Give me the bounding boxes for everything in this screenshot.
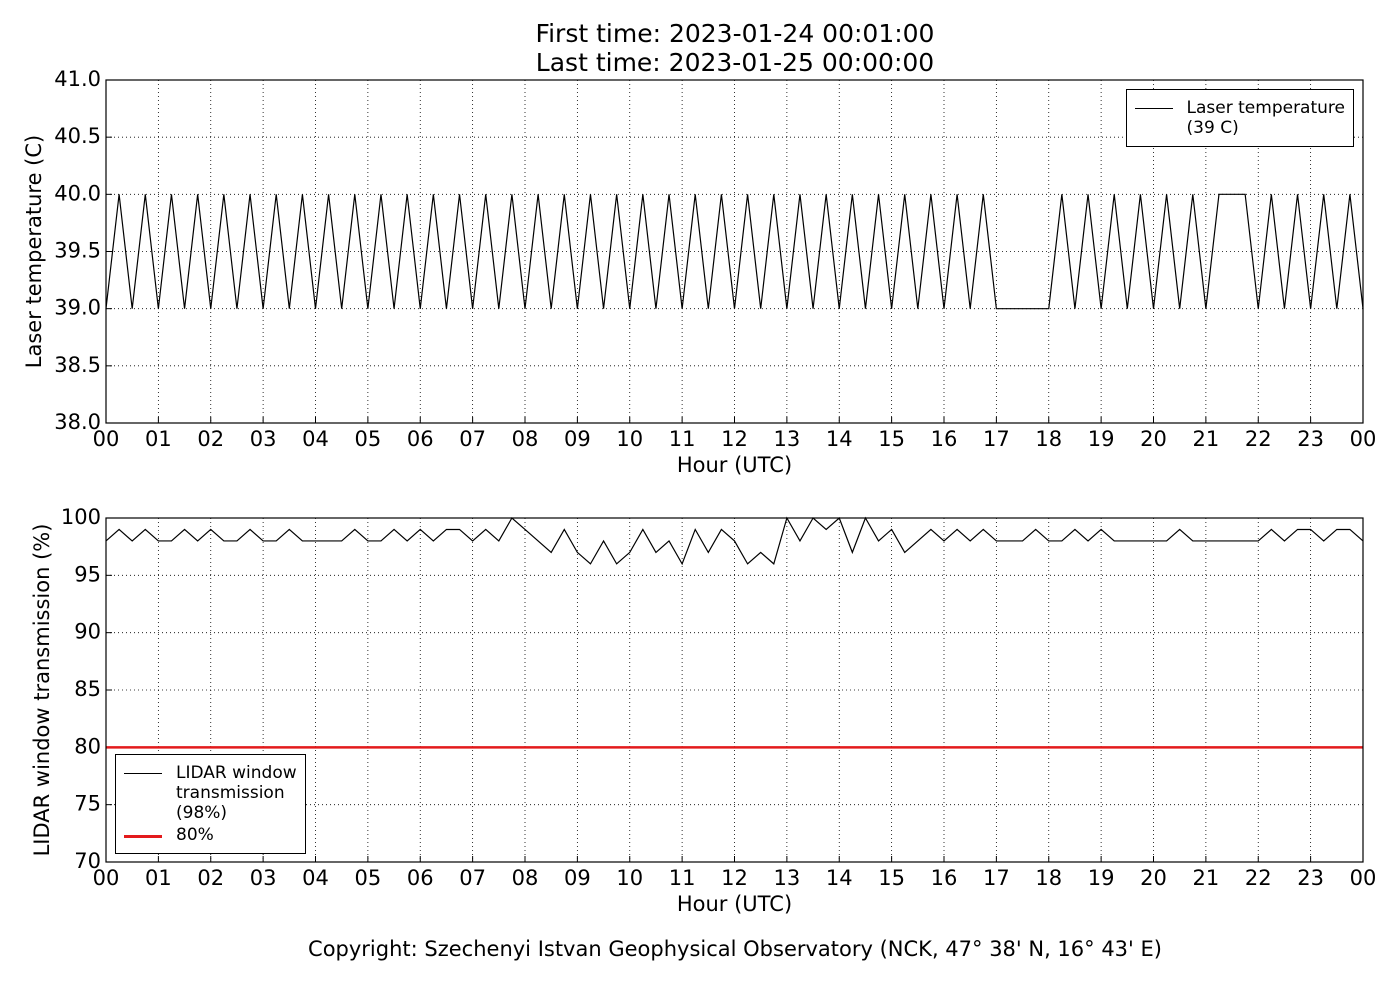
legend: Laser temperature (39 C): [1125, 89, 1354, 147]
x-tick-label: 18: [1035, 866, 1062, 890]
legend-swatch: [1134, 108, 1173, 109]
x-tick-label: 06: [407, 427, 434, 451]
x-tick-label: 14: [826, 866, 853, 890]
legend-label: Laser temperature (39 C): [1186, 98, 1345, 138]
legend-label: LIDAR window transmission (98%): [176, 763, 297, 823]
x-tick-label: 17: [983, 427, 1010, 451]
x-axis-label: Hour (UTC): [677, 453, 792, 477]
x-tick-label: 00: [1350, 866, 1377, 890]
x-tick-label: 07: [459, 866, 486, 890]
x-tick-label: 21: [1193, 427, 1220, 451]
y-tick-label: 40.0: [54, 181, 101, 205]
x-tick-label: 02: [197, 427, 224, 451]
x-tick-label: 18: [1035, 427, 1062, 451]
legend: LIDAR window transmission (98%) 80%: [115, 754, 306, 854]
y-tick-label: 40.5: [54, 124, 101, 148]
legend-label: 80%: [176, 825, 214, 845]
x-tick-label: 02: [197, 866, 224, 890]
x-tick-label: 00: [93, 427, 120, 451]
x-tick-label: 12: [721, 866, 748, 890]
x-tick-label: 00: [93, 866, 120, 890]
data-line: [105, 516, 1364, 566]
x-tick-label: 20: [1140, 866, 1167, 890]
x-tick-label: 11: [669, 866, 696, 890]
y-tick-label: 100: [61, 505, 101, 529]
x-tick-label: 05: [355, 427, 382, 451]
x-tick-label: 01: [145, 427, 172, 451]
x-tick-label: 15: [878, 427, 905, 451]
y-tick-label: 39.5: [54, 239, 101, 263]
x-tick-label: 07: [459, 427, 486, 451]
y-tick-label: 70: [74, 849, 101, 873]
x-tick-label: 20: [1140, 427, 1167, 451]
title-line: First time: 2023-01-24 00:01:00: [536, 19, 935, 48]
x-tick-label: 13: [774, 427, 801, 451]
x-tick-label: 14: [826, 427, 853, 451]
x-tick-label: 23: [1297, 427, 1324, 451]
x-tick-label: 16: [931, 427, 958, 451]
data-line: [105, 193, 1364, 310]
x-tick-label: 10: [616, 866, 643, 890]
x-tick-label: 12: [721, 427, 748, 451]
y-tick-label: 75: [74, 792, 101, 816]
y-tick-label: 90: [74, 620, 101, 644]
title-line: Last time: 2023-01-25 00:00:00: [536, 48, 934, 77]
legend-entry: Laser temperature (39 C): [1134, 98, 1345, 138]
x-tick-label: 23: [1297, 866, 1324, 890]
x-tick-label: 10: [616, 427, 643, 451]
plot-frame: [105, 79, 1364, 424]
x-tick-label: 08: [512, 427, 539, 451]
x-tick-label: 04: [302, 866, 329, 890]
y-tick-label: 85: [74, 677, 101, 701]
y-tick-label: 41.0: [54, 67, 101, 91]
x-tick-label: 15: [878, 866, 905, 890]
y-tick-label: 38.0: [54, 410, 101, 434]
footer: Copyright: Szechenyi Istvan Geophysical …: [308, 937, 1162, 961]
x-tick-label: 01: [145, 866, 172, 890]
x-tick-label: 22: [1245, 427, 1272, 451]
legend-entry: LIDAR window transmission (98%): [124, 763, 297, 823]
x-tick-label: 04: [302, 427, 329, 451]
x-tick-label: 16: [931, 866, 958, 890]
x-tick-label: 19: [1088, 427, 1115, 451]
x-tick-label: 21: [1193, 866, 1220, 890]
y-tick-label: 95: [74, 562, 101, 586]
x-tick-label: 22: [1245, 866, 1272, 890]
x-tick-label: 03: [250, 427, 277, 451]
y-tick-label: 38.5: [54, 353, 101, 377]
y-axis-label: Laser temperature (C): [22, 135, 46, 368]
x-tick-label: 00: [1350, 427, 1377, 451]
x-tick-label: 13: [774, 866, 801, 890]
x-tick-label: 09: [564, 866, 591, 890]
x-tick-label: 06: [407, 866, 434, 890]
y-axis-label: LIDAR window transmission (%): [30, 524, 54, 857]
x-tick-label: 03: [250, 866, 277, 890]
y-tick-label: 80: [74, 734, 101, 758]
x-tick-label: 09: [564, 427, 591, 451]
x-axis-label: Hour (UTC): [677, 892, 792, 916]
x-tick-label: 08: [512, 866, 539, 890]
x-tick-label: 11: [669, 427, 696, 451]
x-tick-label: 17: [983, 866, 1010, 890]
x-tick-label: 19: [1088, 866, 1115, 890]
legend-swatch: [124, 773, 162, 774]
x-tick-label: 05: [355, 866, 382, 890]
legend-swatch: [124, 835, 162, 838]
y-tick-label: 39.0: [54, 296, 101, 320]
plot-frame: [105, 517, 1364, 863]
legend-entry: 80%: [124, 825, 297, 845]
